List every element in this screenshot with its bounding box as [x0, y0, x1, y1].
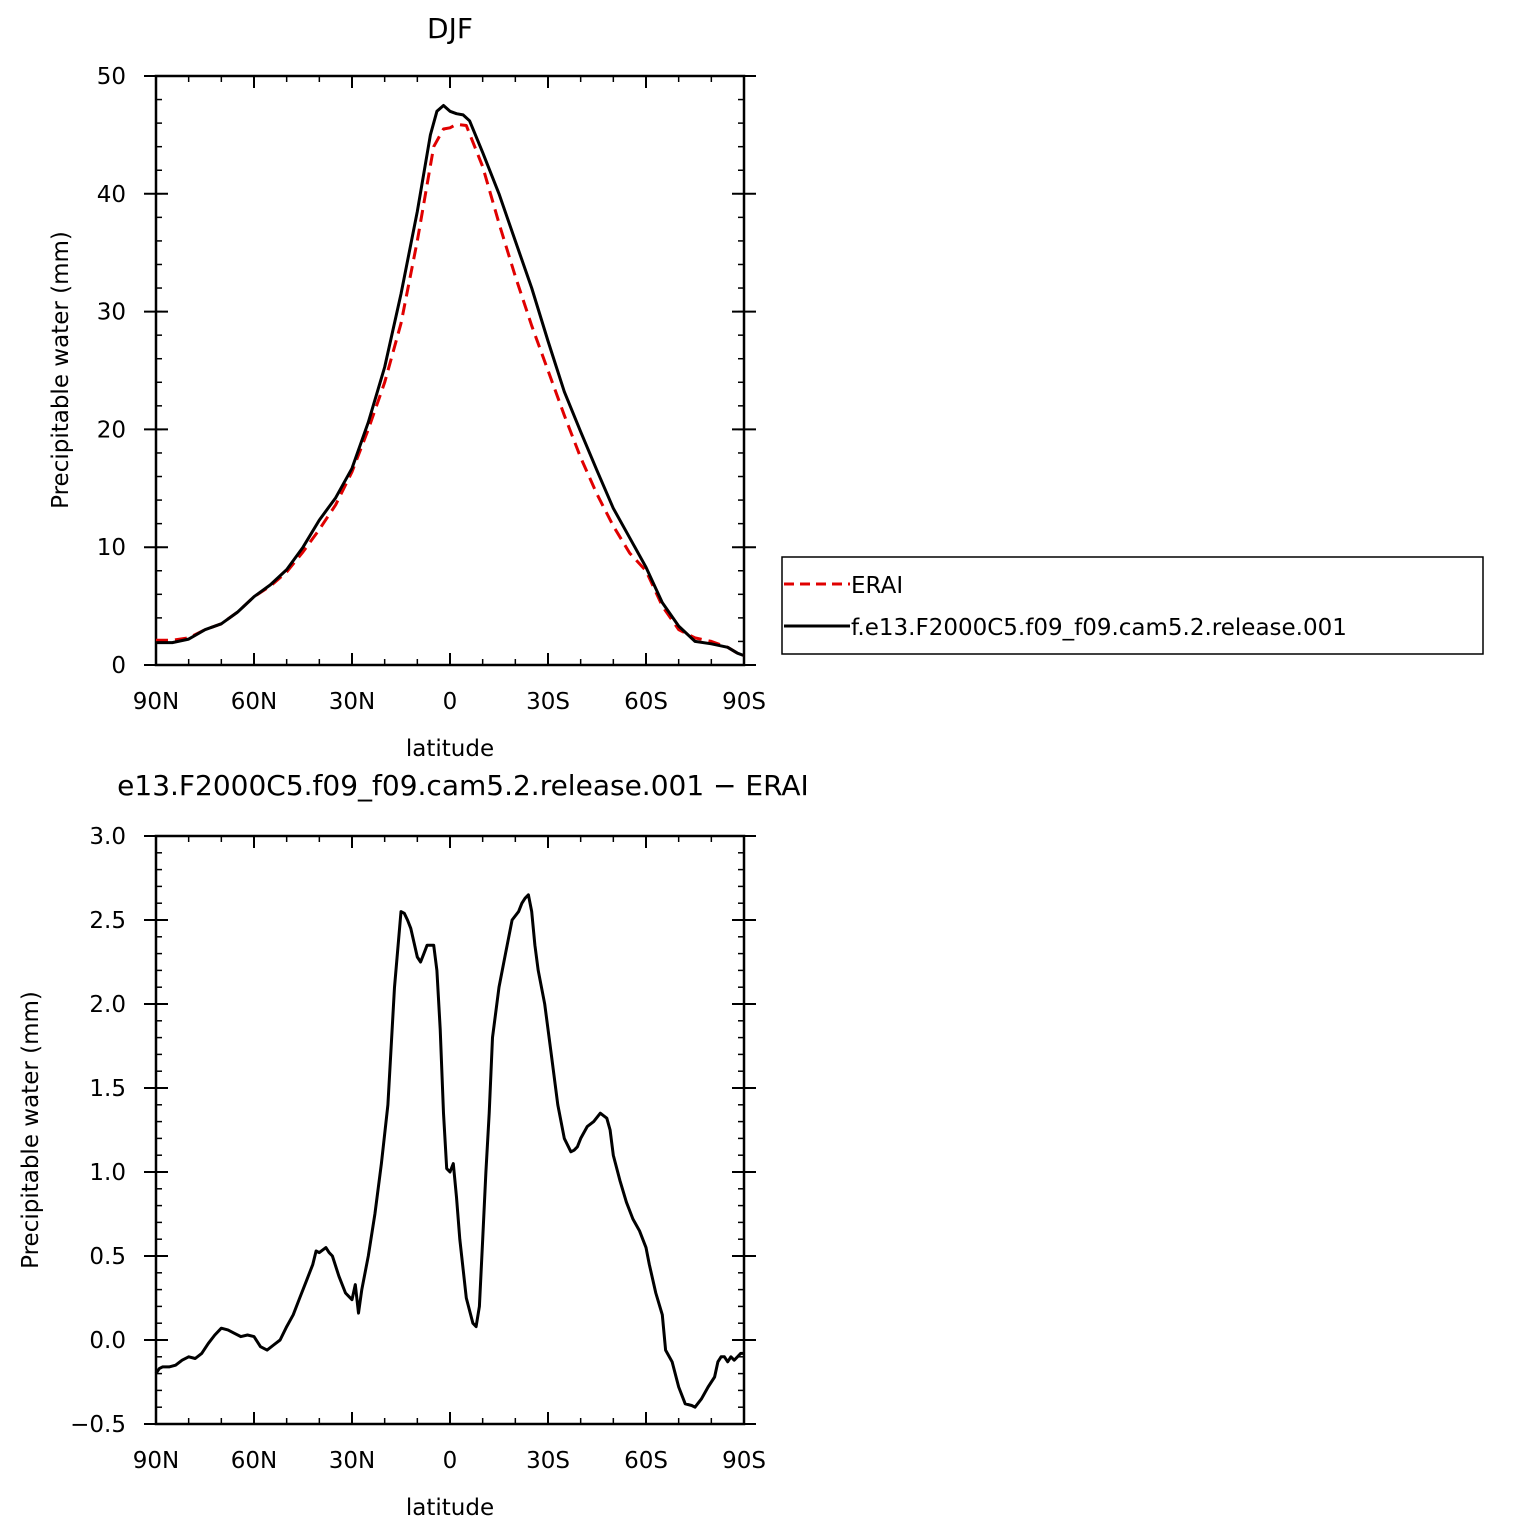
top-x-tick-label: 60N [231, 689, 277, 715]
bottom-y-tick-label: 3.0 [89, 824, 126, 850]
bottom-series-line-model [154, 893, 744, 1409]
bottom-y-tick-label: 2.0 [89, 992, 126, 1018]
top-axis-ticks: 90N 60N 30N 0 30S 60S 90S 0 10 20 30 40 50 [97, 64, 766, 715]
bottom-y-axis-title: Precipitable water (mm) [18, 991, 44, 1269]
bottom-series-group [154, 893, 744, 1409]
bottom-x-tick-label: 90N [133, 1448, 179, 1474]
top-x-tick-label: 90S [722, 689, 766, 715]
top-x-axis-title: latitude [406, 736, 494, 762]
top-y-tick-label: 50 [97, 64, 126, 90]
bottom-y-tick-label: 1.5 [89, 1076, 126, 1102]
bottom-x-tick-label: 30S [526, 1448, 570, 1474]
top-y-axis-title: Precipitable water (mm) [48, 231, 74, 509]
top-x-tick-label: 60S [624, 689, 668, 715]
top-chart-title: DJF [427, 12, 473, 45]
legend: ERAI f.e13.F2000C5.f09_f09.cam5.2.releas… [781, 556, 1484, 655]
top-x-tick-label: 30N [329, 689, 375, 715]
bottom-y-tick-label: 0.5 [89, 1244, 126, 1270]
legend-label-model: f.e13.F2000C5.f09_f09.cam5.2.release.001 [851, 615, 1347, 641]
bottom-x-tick-label: 60N [231, 1448, 277, 1474]
bottom-x-tick-label: 90S [722, 1448, 766, 1474]
legend-label-erai: ERAI [851, 573, 903, 599]
bottom-y-tick-label: 2.5 [89, 908, 126, 934]
top-series-group [156, 104, 745, 658]
top-panel: DJF 90N 60N 30N 0 30S 60S 90S 0 10 20 30 40 50 latit… [48, 12, 1484, 762]
top-y-tick-label: 10 [97, 535, 126, 561]
top-y-tick-label: 40 [97, 182, 126, 208]
bottom-axis-ticks: 90N 60N 30N 0 30S 60S 90S −0.5 0.0 0.5 1.0 1.5 2.0 2.… [70, 824, 766, 1474]
top-y-tick-label: 30 [97, 300, 126, 326]
top-series-line-erai [156, 122, 745, 658]
legend-box [781, 556, 1484, 655]
top-series-line-model [156, 104, 745, 658]
bottom-y-tick-label: 1.0 [89, 1160, 126, 1186]
bottom-y-tick-label: −0.5 [70, 1412, 126, 1438]
bottom-x-tick-label: 0 [443, 1448, 458, 1474]
top-y-tick-label: 0 [111, 653, 126, 679]
top-plot-frame [154, 74, 746, 667]
bottom-y-tick-label: 0.0 [89, 1328, 126, 1354]
bottom-chart-title: e13.F2000C5.f09_f09.cam5.2.release.001 −… [117, 769, 809, 802]
top-x-tick-label: 30S [526, 689, 570, 715]
bottom-x-tick-label: 30N [329, 1448, 375, 1474]
top-x-tick-label: 0 [443, 689, 458, 715]
top-y-tick-label: 20 [97, 417, 126, 443]
bottom-x-tick-label: 60S [624, 1448, 668, 1474]
top-x-tick-label: 90N [133, 689, 179, 715]
bottom-panel: e13.F2000C5.f09_f09.cam5.2.release.001 −… [18, 769, 809, 1521]
bottom-x-axis-title: latitude [406, 1495, 494, 1521]
